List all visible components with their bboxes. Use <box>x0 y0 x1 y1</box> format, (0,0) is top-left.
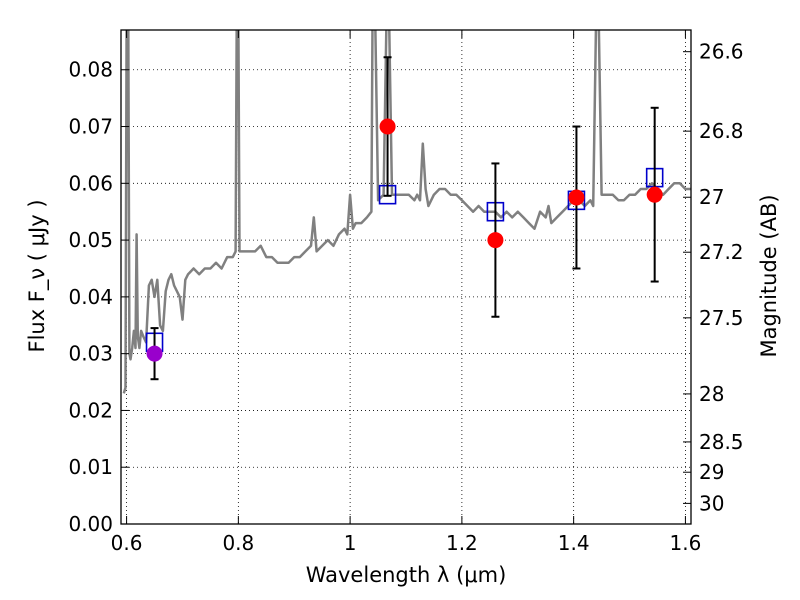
model-spectrum-line <box>122 30 691 394</box>
axis-ticks: 0.6 0.8 1 1.2 1.4 1.6 0.00 0.01 0.02 0.03 0.04 0.05… <box>68 30 744 555</box>
y-tick-label: 0.06 <box>68 171 113 195</box>
y-axis-label: Flux F_ν ( μJy ) <box>25 199 50 352</box>
right-axis-label: Magnitude (AB) <box>757 194 781 357</box>
x-tick-label: 1.2 <box>446 531 478 555</box>
y-tick-label: 0.08 <box>68 58 113 82</box>
plot-border <box>120 29 692 525</box>
right-tick-label: 28.5 <box>699 430 744 454</box>
grid <box>121 30 691 525</box>
y-tick-label: 0.01 <box>68 455 113 479</box>
axes-frame <box>120 29 692 525</box>
x-axis-label: Wavelength λ (μm) <box>306 563 507 587</box>
right-tick-label: 30 <box>699 491 724 515</box>
y-tick-label: 0.07 <box>68 115 113 139</box>
right-tick-label: 26.6 <box>699 40 744 64</box>
y-tick-label: 0.00 <box>68 512 113 536</box>
plot-area <box>122 30 691 394</box>
observed-flux-point <box>646 186 663 203</box>
right-tick-label: 28 <box>699 382 724 406</box>
right-tick-label: 29 <box>699 460 724 484</box>
right-tick-label: 26.8 <box>699 119 744 143</box>
right-tick-label: 27.2 <box>699 240 744 264</box>
observed-flux-point <box>379 118 396 135</box>
right-tick-label: 27.5 <box>699 306 744 330</box>
x-tick-label: 1.4 <box>558 531 590 555</box>
x-tick-label: 0.6 <box>111 531 143 555</box>
observed-flux-point <box>146 345 163 362</box>
y-tick-label: 0.05 <box>68 228 113 252</box>
observed-flux-point <box>568 189 585 206</box>
right-tick-label: 27 <box>699 185 724 209</box>
x-tick-label: 1.6 <box>670 531 702 555</box>
x-tick-label: 1 <box>344 531 357 555</box>
observed-flux-point <box>487 232 504 249</box>
x-tick-label: 0.8 <box>222 531 254 555</box>
y-tick-label: 0.04 <box>68 285 113 309</box>
y-tick-label: 0.03 <box>68 342 113 366</box>
y-tick-label: 0.02 <box>68 398 113 422</box>
